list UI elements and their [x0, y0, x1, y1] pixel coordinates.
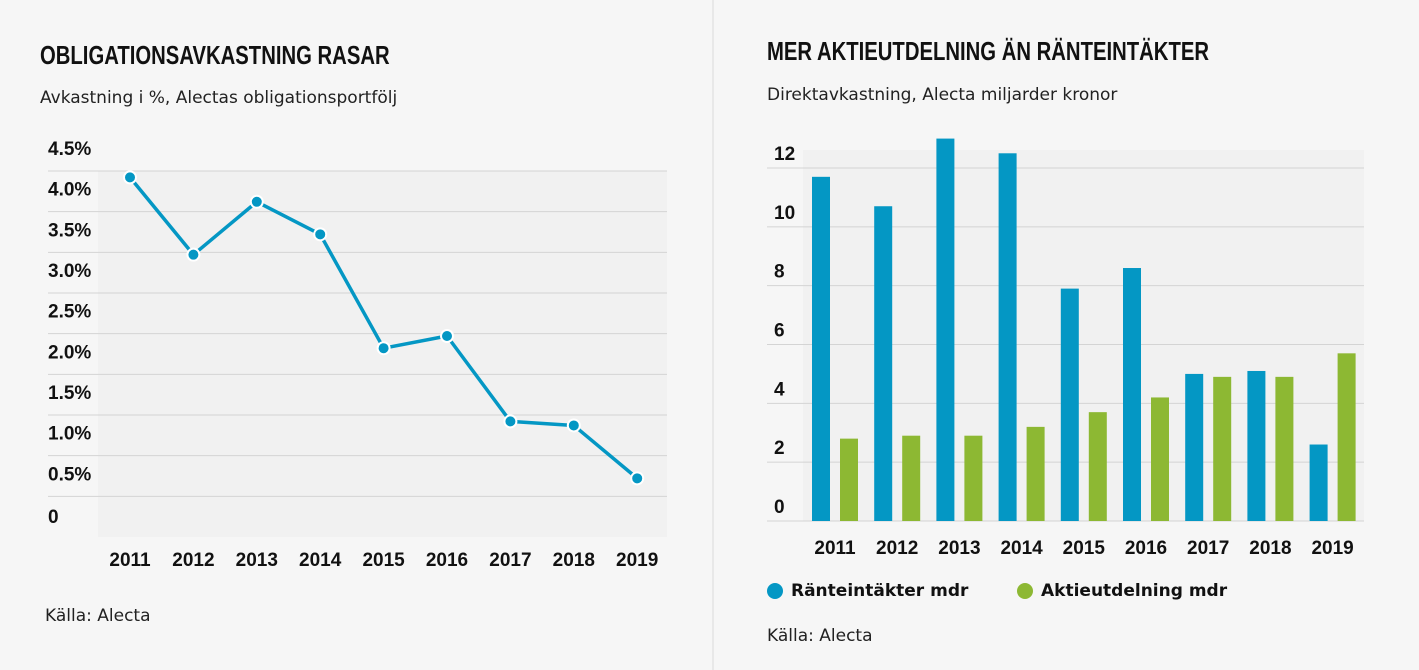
- right-chart-title: MER AKTIEUTDELNING ÄN RÄNTEINTÄKTER: [767, 36, 1210, 66]
- data-point: [440, 329, 454, 343]
- bar-ranteintakter: [1185, 373, 1204, 521]
- line-chart: 0 0.5% 1.0% 1.5% 2.0% 2.5% 3.0% 3.5% 4.0% 4.5% 201…: [48, 139, 667, 571]
- x-tick-label: 2018: [553, 550, 595, 571]
- bar-ranteintakter: [812, 176, 830, 521]
- legend-item-ranteintakter: Ränteintäkter mdr: [767, 581, 968, 601]
- x-tick-label: 2014: [1000, 538, 1043, 559]
- y-tick-label: 1.5%: [48, 383, 91, 404]
- bar-aktieutdelning: [964, 435, 983, 521]
- y-tick-label: 3.0%: [48, 261, 91, 282]
- data-point: [566, 418, 581, 433]
- x-tick-label: 2012: [876, 538, 918, 559]
- bar-aktieutdelning: [840, 438, 858, 521]
- x-tick-label: 2015: [1063, 538, 1106, 559]
- data-point: [503, 414, 518, 429]
- bar-aktieutdelning: [902, 435, 921, 521]
- x-tick-label: 2016: [426, 550, 468, 571]
- y-tick-label: 0: [48, 507, 59, 528]
- legend-swatch-green: [1017, 583, 1033, 599]
- bar-ranteintakter: [936, 138, 955, 522]
- x-tick-label: 2016: [1125, 538, 1167, 559]
- data-point: [313, 227, 328, 242]
- x-tick-label: 2019: [616, 550, 658, 571]
- y-tick-label: 12: [774, 144, 795, 165]
- x-tick-label: 2019: [1311, 538, 1353, 559]
- y-tick-label: 0: [774, 497, 785, 518]
- y-tick-label: 2.0%: [48, 342, 91, 363]
- y-tick-label: 10: [774, 203, 795, 224]
- plot-area: [803, 150, 1364, 521]
- x-tick-label: 2015: [362, 550, 405, 571]
- panel-divider: [712, 0, 714, 670]
- left-chart-subtitle: Avkastning i %, Alectas obligationsportf…: [40, 88, 398, 108]
- bar-ranteintakter: [874, 206, 893, 521]
- y-tick-label: 6: [774, 321, 785, 342]
- y-tick-label: 4.0%: [48, 180, 91, 201]
- right-chart-panel: MER AKTIEUTDELNING ÄN RÄNTEINTÄKTER Dire…: [714, 0, 1419, 670]
- x-tick-label: 2018: [1249, 538, 1291, 559]
- left-chart-title: OBLIGATIONSAVKASTNING RASAR: [40, 40, 390, 70]
- y-tick-label: 3.5%: [48, 220, 91, 241]
- x-tick-label: 2014: [299, 550, 342, 571]
- data-point: [186, 247, 201, 262]
- x-tick-label: 2017: [1187, 538, 1229, 559]
- y-tick-label: 0.5%: [48, 464, 91, 485]
- x-tick-label: 2011: [109, 550, 151, 571]
- y-tick-label: 1.0%: [48, 424, 91, 445]
- bar-aktieutdelning: [1337, 353, 1356, 521]
- bar-aktieutdelning: [1213, 376, 1232, 521]
- x-tick-label: 2013: [938, 538, 980, 559]
- legend-item-aktieutdelning: Aktieutdelning mdr: [1017, 581, 1227, 601]
- data-point: [249, 194, 264, 209]
- bar-ranteintakter: [1060, 288, 1079, 521]
- bar-aktieutdelning: [1275, 376, 1294, 521]
- bar-ranteintakter: [1247, 370, 1266, 521]
- data-point: [630, 471, 645, 486]
- bar-ranteintakter: [998, 153, 1017, 521]
- y-tick-label: 4.5%: [48, 139, 91, 160]
- legend-label-ranteintakter: Ränteintäkter mdr: [791, 581, 969, 601]
- bar-aktieutdelning: [1151, 397, 1169, 521]
- y-tick-label: 2: [774, 438, 785, 459]
- x-tick-label: 2013: [236, 550, 278, 571]
- bar-ranteintakter: [1123, 268, 1141, 521]
- right-chart-subtitle: Direktavkastning, Alecta miljarder krono…: [767, 85, 1118, 105]
- left-chart-source: Källa: Alecta: [45, 606, 151, 626]
- legend-swatch-blue: [767, 583, 783, 599]
- data-point: [123, 170, 137, 185]
- x-tick-label: 2011: [814, 538, 856, 559]
- bar-ranteintakter: [1309, 444, 1328, 521]
- data-point: [376, 341, 391, 356]
- y-tick-label: 4: [774, 379, 785, 400]
- y-tick-label: 2.5%: [48, 302, 91, 323]
- legend-label-aktieutdelning: Aktieutdelning mdr: [1041, 581, 1228, 601]
- bar-chart: 0 2 4 6 8 10 12 2011 2012 2013 2014 2015 2016 2017 201…: [767, 138, 1364, 559]
- y-tick-label: 8: [774, 262, 785, 283]
- right-chart-source: Källa: Alecta: [767, 626, 873, 646]
- left-chart-panel: OBLIGATIONSAVKASTNING RASAR Avkastning i…: [40, 40, 667, 626]
- x-tick-label: 2017: [489, 550, 531, 571]
- bar-aktieutdelning: [1088, 412, 1107, 521]
- bar-aktieutdelning: [1026, 426, 1045, 521]
- x-tick-label: 2012: [172, 550, 214, 571]
